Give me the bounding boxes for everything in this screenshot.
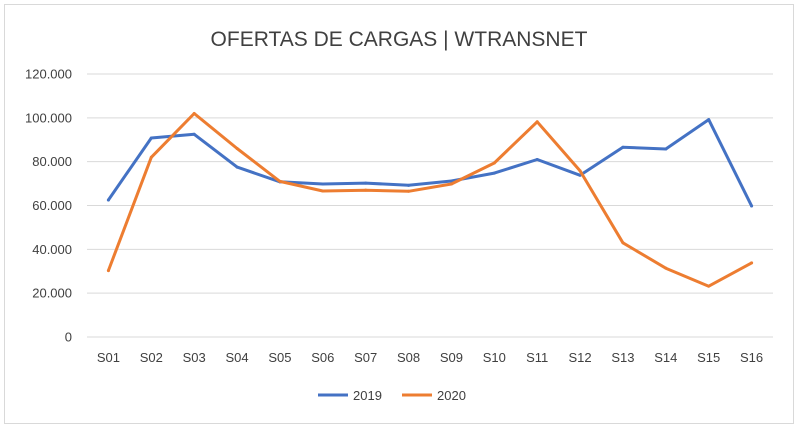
series-line-2019: [106, 118, 754, 208]
data-point-2020: [535, 120, 539, 124]
gridlines: [87, 73, 773, 338]
x-tick-label: S07: [354, 350, 377, 365]
x-axis-ticks: S01 S02 S03 S04 S05 S06 S07 S08 S09 S10 S11 S12 S13 S…: [97, 350, 763, 365]
y-tick-label: 60.000: [32, 198, 72, 213]
data-point-2020: [149, 155, 153, 159]
x-tick-label: S03: [183, 350, 206, 365]
x-tick-label: S05: [268, 350, 291, 365]
data-point-2019: [664, 147, 668, 151]
data-point-2019: [621, 145, 625, 149]
data-point-2020: [407, 189, 411, 193]
data-point-2019: [235, 165, 239, 169]
x-tick-label: S14: [654, 350, 677, 365]
data-point-2020: [621, 241, 625, 245]
data-point-2019: [149, 136, 153, 140]
data-point-2019: [407, 183, 411, 187]
data-point-2020: [235, 147, 239, 151]
y-tick-label: 80.000: [32, 154, 72, 169]
series-lines: [106, 111, 754, 288]
data-point-2019: [492, 171, 496, 175]
data-point-2020: [707, 284, 711, 288]
data-point-2019: [106, 198, 110, 202]
x-tick-label: S13: [611, 350, 634, 365]
x-tick-label: S08: [397, 350, 420, 365]
y-tick-label: 40.000: [32, 242, 72, 257]
data-point-2020: [192, 111, 196, 115]
data-point-2020: [750, 261, 754, 265]
x-tick-label: S15: [697, 350, 720, 365]
data-point-2019: [707, 118, 711, 122]
x-tick-label: S11: [526, 350, 548, 365]
x-tick-label: S09: [440, 350, 463, 365]
data-point-2019: [750, 204, 754, 208]
data-point-2019: [364, 181, 368, 185]
data-point-2020: [364, 188, 368, 192]
x-tick-label: S01: [97, 350, 120, 365]
data-point-2020: [492, 161, 496, 165]
data-point-2019: [449, 179, 453, 183]
data-point-2020: [106, 269, 110, 273]
legend-label: 2019: [353, 388, 382, 403]
x-tick-label: S06: [311, 350, 334, 365]
y-tick-label: 0: [65, 330, 72, 345]
data-point-2020: [664, 266, 668, 270]
y-axis-ticks: 0 20.000 40.000 60.000 80.000 100.000 120.000: [25, 67, 72, 345]
data-point-2020: [278, 179, 282, 183]
y-tick-label: 100.000: [25, 110, 72, 125]
legend: 2019 2020: [318, 388, 466, 403]
data-point-2020: [578, 169, 582, 173]
legend-label: 2020: [437, 388, 466, 403]
series-line-2020: [106, 112, 754, 288]
x-tick-label: S10: [483, 350, 506, 365]
y-tick-label: 120.000: [25, 67, 72, 82]
chart-title: OFERTAS DE CARGAS | WTRANSNET: [211, 28, 588, 51]
x-tick-label: S02: [140, 350, 163, 365]
data-point-2019: [321, 182, 325, 186]
y-tick-label: 20.000: [32, 286, 72, 301]
data-point-2019: [535, 157, 539, 161]
x-tick-label: S12: [568, 350, 591, 365]
data-point-2020: [321, 189, 325, 193]
data-point-2019: [192, 132, 196, 136]
x-tick-label: S16: [740, 350, 763, 365]
data-point-2020: [449, 182, 453, 186]
x-tick-label: S04: [225, 350, 248, 365]
